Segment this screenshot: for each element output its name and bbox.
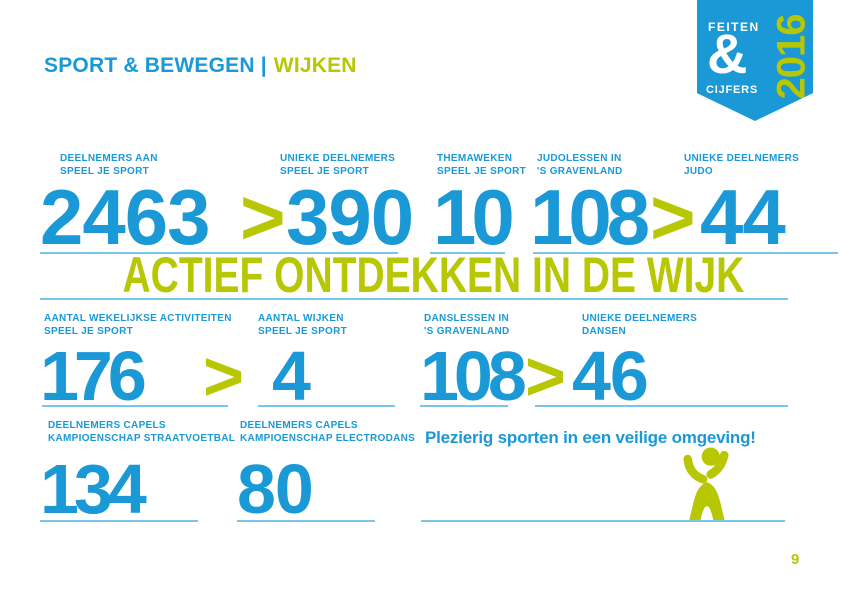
underline-rule (535, 405, 788, 407)
greater-than-arrow: > (240, 173, 286, 261)
underline-rule (430, 252, 505, 254)
stat-value-176: 176 (40, 337, 147, 415)
page-title-left: SPORT & BEWEGEN | (44, 54, 267, 77)
stat-label-electrodans: DEELNEMERS CAPELS KAMPIOENSCHAP ELECTRODA… (240, 420, 416, 444)
stat-label-aantal-wijken: AANTAL WIJKEN SPEEL JE SPORT (258, 313, 348, 337)
page-title-section: WIJKEN (273, 54, 357, 77)
underline-rule (258, 405, 395, 407)
stat-value-2463: 2463 (40, 173, 211, 261)
underline-rule (42, 405, 228, 407)
underline-rule (40, 252, 398, 254)
stat-label-unieke-deelnemers-judo: UNIEKE DEELNEMERS JUDO (684, 153, 800, 177)
badge-year: 2016 (769, 14, 814, 100)
section-heading: ACTIEF ONTDEKKEN IN DE WIJK (122, 247, 745, 303)
underline-rule (533, 252, 838, 254)
stat-value-10: 10 (433, 173, 515, 261)
cheering-person-icon (683, 447, 729, 522)
stat-value-108-judo: 108 (530, 173, 650, 261)
stat-value-80: 80 (237, 450, 314, 528)
feiten-cijfers-2016-badge: FEITEN & CIJFERS 2016 (697, 0, 813, 121)
stat-value-44: 44 (700, 173, 786, 261)
underline-rule (420, 405, 508, 407)
underline-rule (421, 520, 785, 522)
stat-label-unieke-deelnemers-sjs: UNIEKE DEELNEMERS SPEEL JE SPORT (280, 153, 396, 177)
greater-than-arrow: > (203, 337, 244, 415)
stat-label-judolessen: JUDOLESSEN IN 'S GRAVENLAND (537, 153, 623, 177)
stat-label-unieke-deelnemers-dansen: UNIEKE DEELNEMERS DANSEN (582, 313, 698, 337)
greater-than-arrow: > (525, 337, 566, 415)
greater-than-arrow: > (650, 173, 696, 261)
stat-value-134: 134 (40, 450, 147, 528)
page-number: 9 (791, 551, 800, 568)
divider-rule (40, 298, 788, 300)
badge-word-cijfers: CIJFERS (706, 84, 759, 96)
stat-label-deelnemers-aan: DEELNEMERS AAN SPEEL JE SPORT (60, 153, 158, 177)
page-title: SPORT & BEWEGEN | WIJKEN (44, 55, 357, 76)
badge-word-feiten: FEITEN (708, 20, 760, 34)
stat-value-4: 4 (272, 337, 311, 415)
stat-value-46: 46 (572, 337, 649, 415)
stat-value-108-dans: 108 (420, 337, 527, 415)
stat-label-straatvoetbal: DEELNEMERS CAPELS KAMPIOENSCHAP STRAATVOE… (48, 420, 236, 444)
stat-label-danslessen: DANSLESSEN IN 'S GRAVENLAND (424, 313, 510, 337)
stat-label-wekelijkse-activiteiten: AANTAL WEKELIJKSE ACTIVITEITEN SPEEL JE S… (44, 313, 232, 337)
quote-text: Plezierig sporten in een veilige omgevin… (425, 428, 756, 447)
stat-label-themaweken: THEMAWEKEN SPEEL JE SPORT (437, 153, 527, 177)
underline-rule (237, 520, 375, 522)
underline-rule (40, 520, 198, 522)
badge-ampersand: & (707, 22, 748, 85)
stat-value-390: 390 (286, 173, 414, 261)
